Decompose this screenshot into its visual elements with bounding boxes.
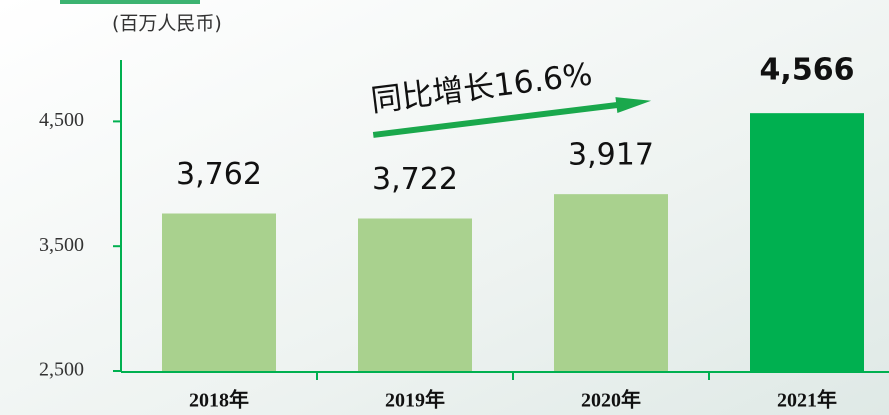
- value-label: 3,762: [176, 157, 262, 192]
- top-strip: [60, 0, 200, 4]
- arrow-shaft: [372, 101, 622, 138]
- value-label: 3,722: [372, 162, 458, 197]
- bar: [358, 218, 472, 371]
- value-label: 4,566: [760, 53, 855, 88]
- bar: [554, 194, 668, 371]
- bar: [750, 113, 864, 371]
- value-label: 3,917: [568, 138, 654, 173]
- arrow-head: [615, 97, 652, 114]
- x-tick-label: 2018年: [189, 388, 249, 412]
- y-tick-label: 4,500: [39, 109, 84, 131]
- y-tick-label: 2,500: [39, 359, 84, 381]
- bar: [162, 213, 276, 371]
- y-tick-label: 3,500: [39, 234, 84, 256]
- unit-label: (百万人民币): [112, 13, 222, 35]
- x-tick-label: 2019年: [385, 388, 445, 412]
- x-tick-label: 2020年: [581, 388, 641, 412]
- x-tick-label: 2021年: [777, 388, 837, 412]
